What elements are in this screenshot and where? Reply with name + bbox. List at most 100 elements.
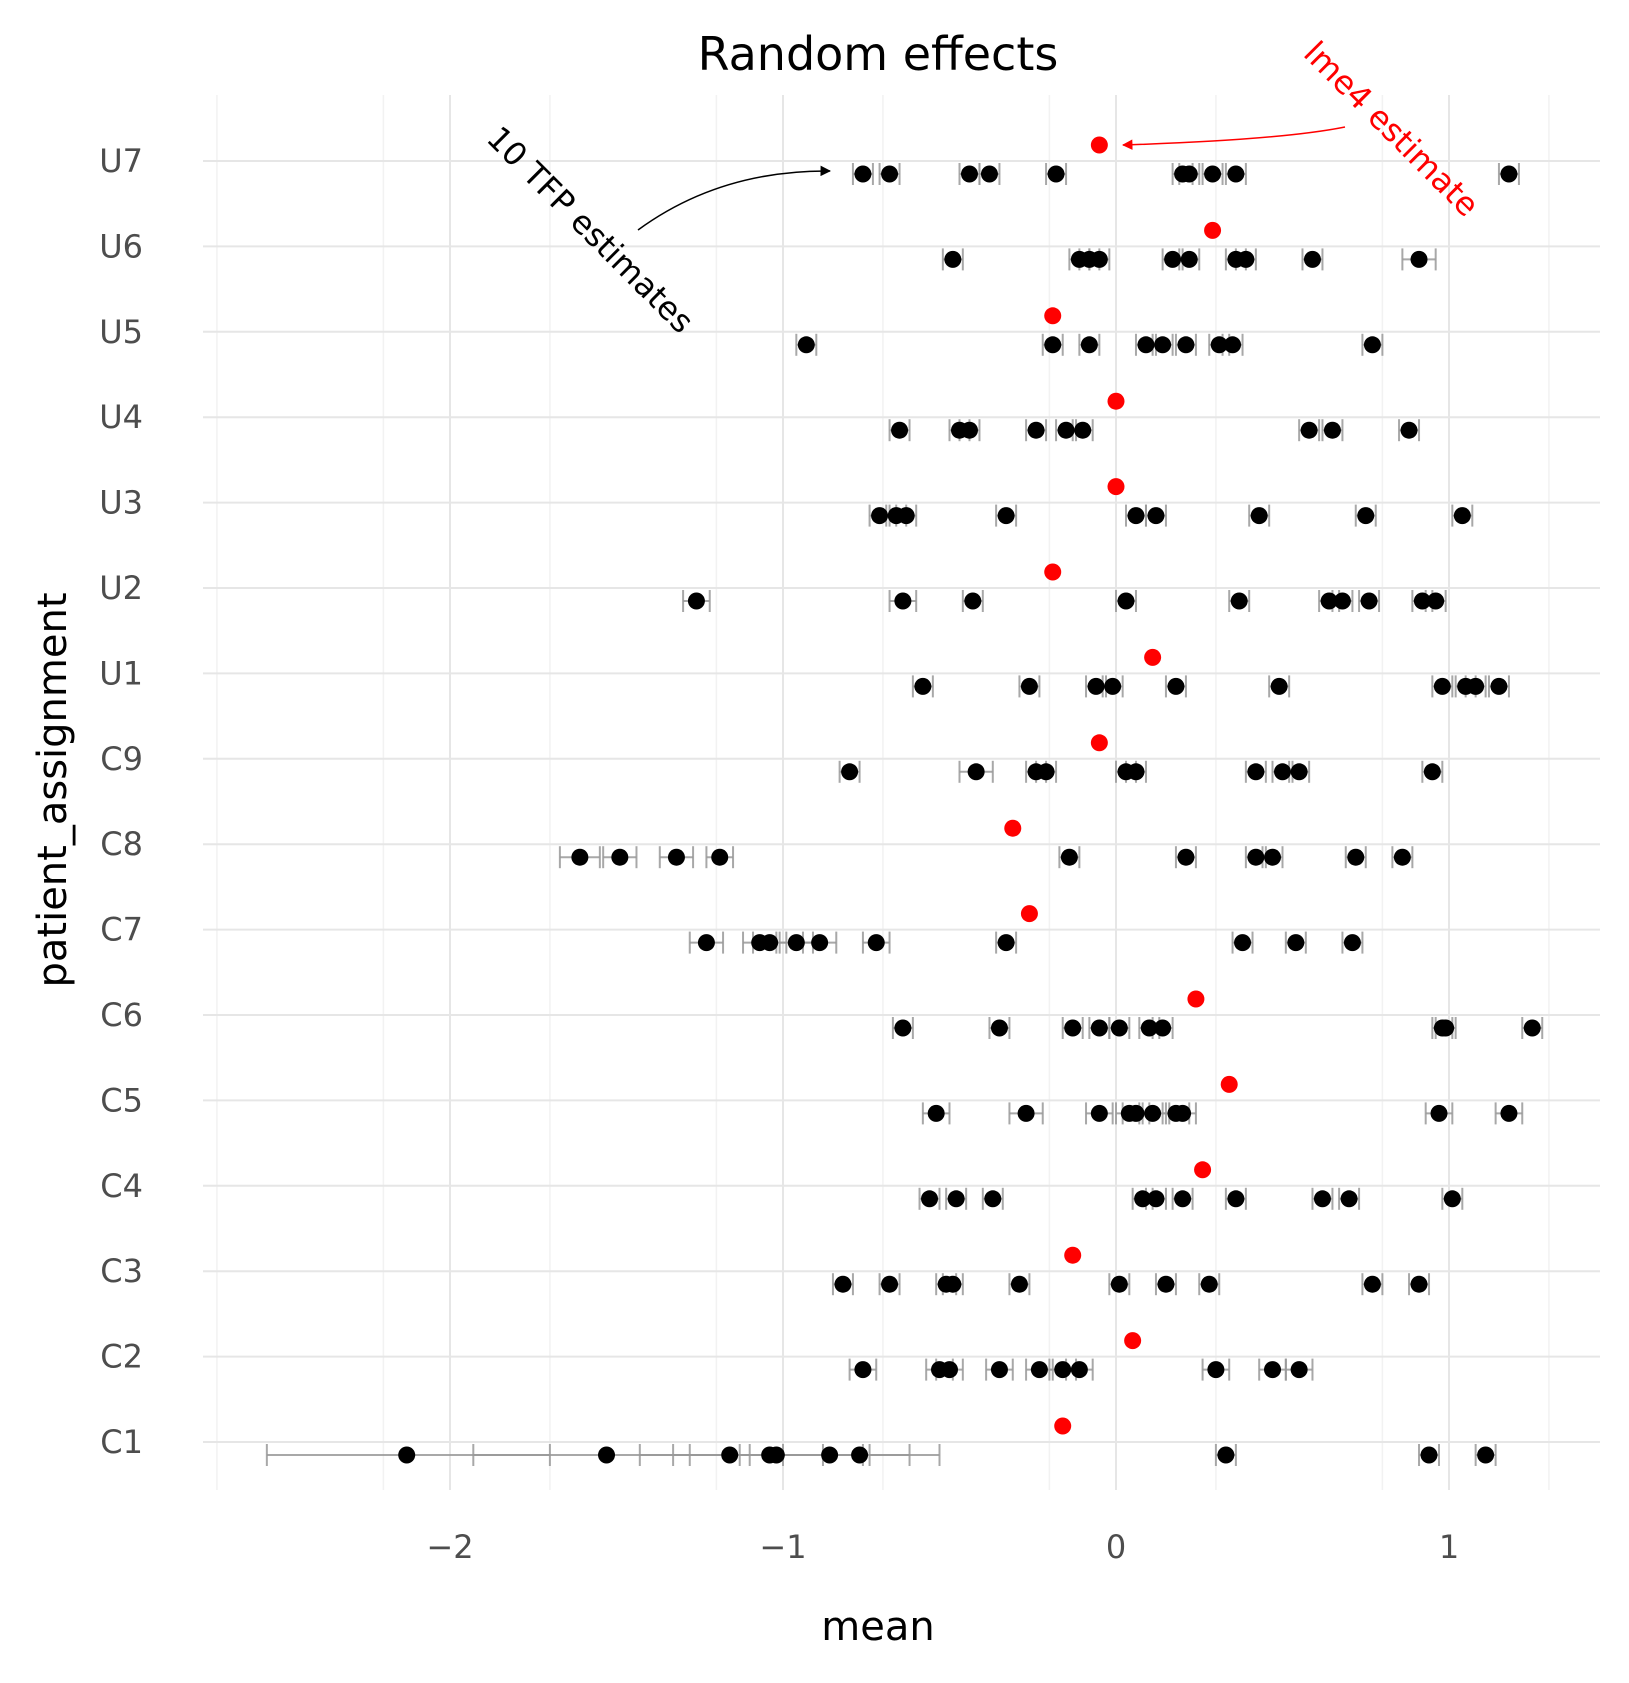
lme4-point [1144,648,1162,666]
lme4-point [1187,990,1205,1008]
tfp-point [1070,1361,1088,1379]
tfp-points [398,165,1541,1464]
x-axis-ticks: −2 −1 0 1 [426,1528,1459,1566]
y-tick-label: C5 [100,1081,143,1119]
tfp-point [1110,1019,1128,1037]
tfp-point [1443,1190,1461,1208]
tfp-point [841,763,859,781]
tfp-point [1270,677,1288,695]
tfp-point [1290,1361,1308,1379]
tfp-point [1154,1019,1172,1037]
tfp-point [854,1361,872,1379]
tfp-point [1290,763,1308,781]
tfp-point [1437,1019,1455,1037]
tfp-point [1207,1361,1225,1379]
tfp-point [398,1446,416,1464]
tfp-annotation-label: 10 TFP estimates [479,119,701,341]
tfp-point [711,848,729,866]
tfp-point [1237,250,1255,268]
x-tick-label: −1 [759,1528,806,1566]
tfp-point [667,848,685,866]
x-tick-label: 1 [1439,1528,1459,1566]
tfp-point [1127,1104,1145,1122]
tfp-point [1177,336,1195,354]
tfp-point [1180,165,1198,183]
tfp-point [1413,592,1431,610]
tfp-point [851,1446,869,1464]
lme4-point [1194,1161,1212,1179]
y-tick-label: U4 [99,398,143,436]
tfp-point [1090,1104,1108,1122]
tfp-point [761,934,779,952]
tfp-point [960,421,978,439]
lme4-point [1090,734,1108,752]
tfp-point [990,1019,1008,1037]
tfp-point [1333,592,1351,610]
tfp-point [1433,677,1451,695]
tfp-point [1264,1361,1282,1379]
tfp-point [894,1019,912,1037]
tfp-point [1227,165,1245,183]
tfp-point [697,934,715,952]
lme4-point [1204,221,1222,239]
tfp-point [1057,421,1075,439]
tfp-point [1010,1275,1028,1293]
x-tick-label: 0 [1106,1528,1126,1566]
x-tick-label: −2 [426,1528,473,1566]
tfp-point [1264,848,1282,866]
tfp-point [941,1361,958,1379]
lme4-point [1107,478,1125,496]
tfp-point [1060,848,1078,866]
tfp-point [914,677,932,695]
tfp-point [1300,421,1318,439]
lme4-point [1044,563,1062,581]
tfp-point [1037,763,1055,781]
tfp-point [1393,848,1411,866]
tfp-point [1500,1104,1518,1122]
y-tick-label: U6 [99,227,143,265]
tfp-point [834,1275,852,1293]
tfp-point [1323,421,1341,439]
tfp-point [1230,592,1248,610]
y-tick-label: C4 [100,1167,143,1205]
tfp-point [1430,1104,1448,1122]
y-axis-title: patient_assignment [30,593,76,988]
tfp-point [1500,165,1518,183]
tfp-point [894,592,912,610]
tfp-point [1174,1190,1192,1208]
tfp-point [1247,763,1265,781]
tfp-annotation-arrow [637,165,832,231]
tfp-point [1420,1446,1438,1464]
tfp-point [1044,336,1062,354]
tfp-point [1157,1275,1175,1293]
tfp-point [997,507,1015,525]
tfp-point [1164,250,1182,268]
tfp-point [1167,677,1185,695]
tfp-point [854,165,872,183]
tfp-point [1287,934,1305,952]
tfp-point [867,934,885,952]
tfp-point [1363,336,1381,354]
tfp-point [1234,934,1252,952]
y-tick-label: C9 [100,740,143,778]
tfp-point [1064,1019,1082,1037]
tfp-point [1423,763,1441,781]
tfp-point [1147,1190,1165,1208]
y-tick-label: C1 [100,1423,143,1461]
tfp-point [1343,934,1361,952]
tfp-point [1090,1019,1108,1037]
tfp-point [598,1446,616,1464]
tfp-point [1054,1361,1072,1379]
tfp-point [1080,336,1098,354]
tfp-point [1357,507,1375,525]
y-tick-label: C7 [100,911,143,949]
tfp-point [927,1104,945,1122]
lme4-point [1090,136,1108,154]
tfp-point [891,421,909,439]
tfp-point [1247,848,1265,866]
y-tick-label: U3 [99,484,143,522]
tfp-point [811,934,829,952]
tfp-point [1030,1361,1048,1379]
lme4-point [1220,1075,1238,1093]
tfp-point [1410,250,1428,268]
